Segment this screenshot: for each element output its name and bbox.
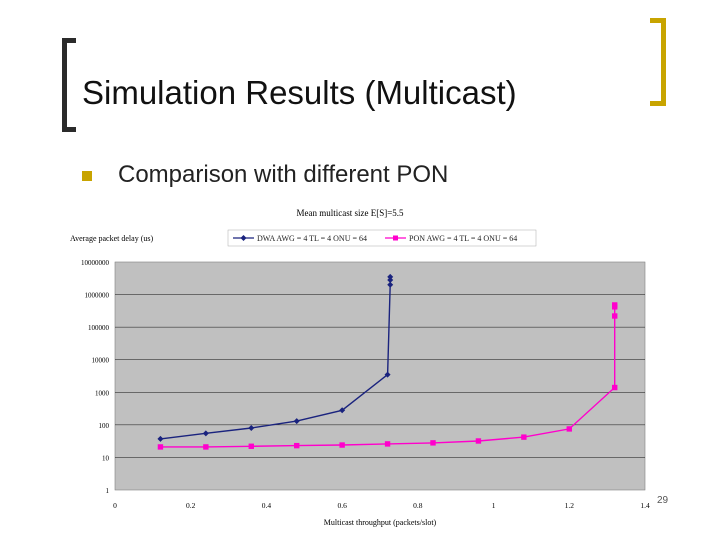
data-point-series-2 (248, 443, 254, 449)
x-tick-label: 0.6 (337, 501, 347, 510)
x-axis-label: Multicast throughput (packets/slot) (324, 518, 437, 527)
legend-box (227, 229, 537, 247)
slide-title: Simulation Results (Multicast) (82, 74, 517, 111)
data-point-series-1 (248, 425, 255, 432)
data-point-series-2 (475, 438, 482, 444)
legend-marker-2 (393, 235, 398, 241)
data-point-series-1 (387, 281, 394, 288)
chart-legend: DWA AWG = 4 TL = 4 ONU = 64 PON AWG = 4 … (227, 229, 537, 247)
bullet-text: Comparison with different PON (118, 161, 449, 188)
x-tick-label: 1 (492, 501, 496, 510)
data-point-series-1 (157, 435, 164, 442)
data-point-series-2 (339, 442, 345, 448)
data-point-series-2 (294, 442, 300, 449)
x-tick-label: 0.8 (413, 501, 423, 510)
legend-label-1: DWA AWG = 4 TL = 4 ONU = 64 (257, 234, 367, 243)
y-axis-label: Average packet delay (us) (70, 234, 153, 243)
y-tick-label: 10000000 (81, 259, 110, 267)
bullet-square-icon (82, 171, 92, 181)
y-tick-label: 100 (99, 422, 110, 430)
data-point-series-2 (430, 440, 436, 446)
data-point-series-2 (566, 426, 572, 432)
y-tick-label: 10000 (92, 357, 110, 365)
data-point-series-2 (612, 302, 618, 308)
title-bracket-right (650, 18, 666, 106)
legend-label-2: PON AWG = 4 TL = 4 ONU = 64 (409, 234, 517, 243)
x-tick-label: 0 (113, 501, 117, 510)
data-point-series-1 (202, 430, 209, 437)
x-tick-label: 0.4 (262, 501, 272, 510)
legend-marker-1 (240, 235, 247, 241)
data-point-series-2 (203, 444, 209, 450)
x-tick-label: 1.4 (640, 501, 650, 510)
series-line-2 (160, 305, 616, 448)
data-point-series-1 (387, 273, 394, 280)
data-point-series-2 (384, 441, 391, 447)
x-tick-label: 0.2 (186, 501, 196, 510)
title-bracket-left (62, 38, 76, 132)
data-point-series-1 (293, 418, 300, 425)
y-tick-label: 1 (106, 487, 110, 495)
data-point-series-1 (387, 277, 394, 284)
delay-chart: Mean multicast size E[S]=5.5 DWA AWG = 4… (70, 208, 650, 527)
y-tick-label: 1000 (95, 389, 110, 397)
data-point-series-2 (612, 313, 618, 319)
y-tick-label: 10 (102, 454, 110, 462)
data-point-series-1 (339, 407, 346, 414)
y-tick-label: 100000 (88, 324, 110, 332)
x-tick-label: 1.2 (565, 501, 575, 510)
chart-title: Mean multicast size E[S]=5.5 (296, 208, 404, 218)
data-point-series-2 (521, 434, 527, 440)
data-point-series-1 (384, 371, 391, 378)
slide-number: 29 (657, 495, 669, 506)
data-point-series-2 (157, 444, 164, 450)
y-tick-label: 1000000 (85, 292, 110, 300)
plot-area (114, 261, 646, 491)
data-point-series-2 (612, 384, 618, 391)
